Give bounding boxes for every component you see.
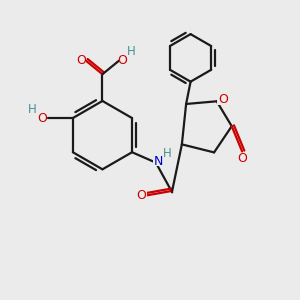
Bar [76, 56, 86, 66]
Text: N: N [154, 154, 163, 168]
Text: H: H [28, 103, 37, 116]
Text: O: O [237, 152, 247, 164]
Text: H: H [163, 147, 172, 160]
Bar [119, 54, 129, 64]
Bar [218, 94, 228, 105]
Bar [136, 190, 147, 200]
Text: O: O [76, 54, 86, 67]
Text: O: O [218, 93, 228, 106]
Bar [237, 153, 247, 163]
Text: O: O [117, 54, 127, 67]
Bar [28, 104, 38, 115]
Bar [37, 113, 47, 123]
Bar [127, 45, 137, 56]
Text: O: O [136, 189, 146, 202]
Text: H: H [127, 45, 136, 58]
Text: O: O [37, 112, 47, 124]
Bar [153, 156, 164, 166]
